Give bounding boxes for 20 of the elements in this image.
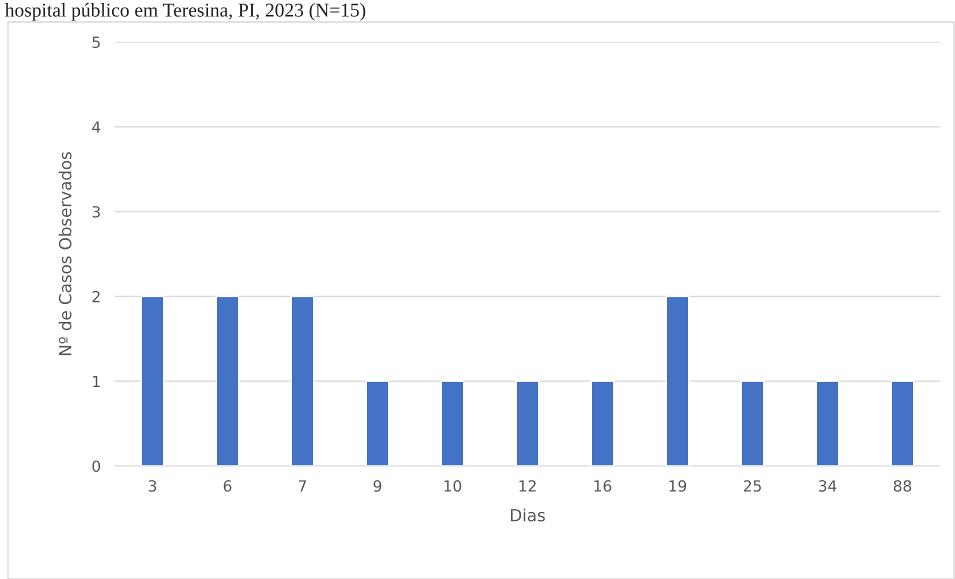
x-tick-label: 10: [444, 480, 462, 492]
y-axis-title: Nº de Casos Observados: [58, 152, 72, 356]
x-tick-label: 7: [298, 480, 306, 492]
x-tick-label: 6: [224, 480, 232, 492]
x-tick-label: 12: [519, 480, 536, 492]
x-tick-label: 34: [818, 480, 836, 492]
chart-title: hospital público em Teresina, PI, 2023 (N=15): [4, 3, 366, 21]
x-tick-label: 9: [374, 480, 382, 492]
y-tick-label: 1: [93, 376, 100, 388]
x-tick-label: 25: [744, 480, 761, 492]
y-tick-label: 5: [92, 36, 100, 48]
x-tick-label: 88: [894, 480, 912, 492]
x-tick-label: 16: [594, 480, 612, 492]
x-axis-title: Dias: [510, 508, 545, 522]
y-tick-label: 0: [92, 460, 100, 472]
x-tick-label: 19: [669, 480, 686, 492]
y-tick-label: 2: [92, 290, 100, 302]
y-tick-label: 3: [92, 206, 100, 218]
y-tick-label: 4: [92, 121, 100, 133]
x-tick-label: 3: [148, 480, 156, 492]
